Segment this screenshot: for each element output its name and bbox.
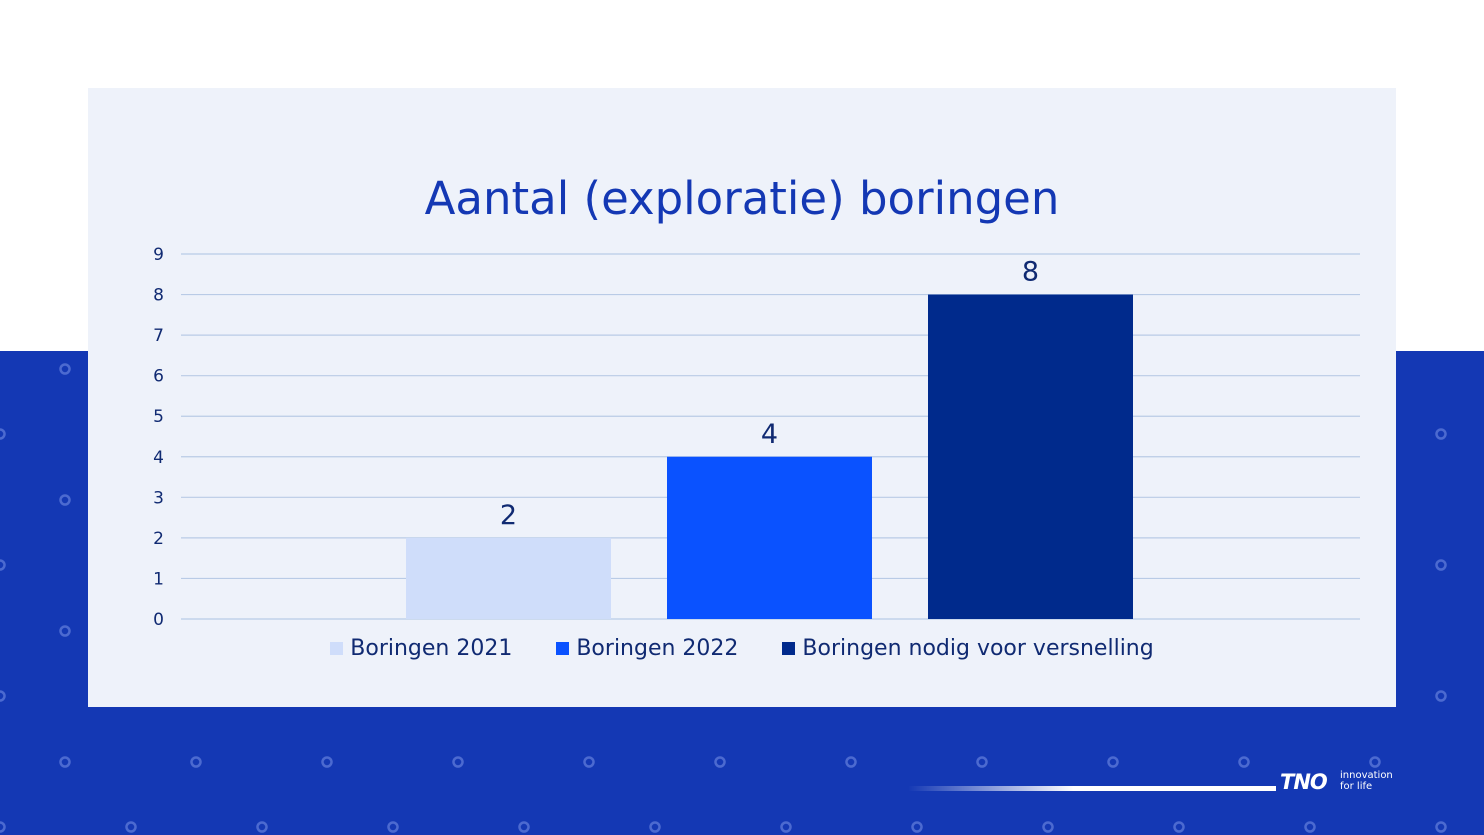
bar <box>406 537 611 619</box>
pattern-dot <box>0 690 6 702</box>
y-tick-label: 6 <box>153 367 164 387</box>
logo-tagline-line-2: for life <box>1340 781 1373 792</box>
legend-item: Boringen nodig voor versnelling <box>782 636 1154 661</box>
legend-label: Boringen 2022 <box>576 636 739 661</box>
pattern-dot <box>452 756 464 768</box>
pattern-dot <box>1173 821 1185 833</box>
pattern-dot <box>0 428 6 440</box>
y-tick-label: 1 <box>153 569 164 589</box>
data-label: 2 <box>500 500 517 531</box>
y-tick-label: 8 <box>153 286 164 306</box>
data-label: 4 <box>761 419 778 450</box>
bar <box>667 456 872 619</box>
legend-swatch <box>330 642 344 655</box>
logo-tagline: innovation for life <box>1340 770 1393 792</box>
chart-legend: Boringen 2021 Boringen 2022 Boringen nod… <box>0 636 1484 661</box>
pattern-dot <box>845 756 857 768</box>
legend-swatch <box>556 642 570 655</box>
legend-item: Boringen 2022 <box>556 636 738 661</box>
legend-label: Boringen nodig voor versnelling <box>802 636 1154 661</box>
pattern-dot <box>911 821 923 833</box>
y-tick-label: 3 <box>153 488 164 508</box>
pattern-dot <box>714 756 726 768</box>
pattern-dot <box>649 821 661 833</box>
pattern-dot <box>125 821 137 833</box>
pattern-dot <box>387 821 399 833</box>
pattern-dot <box>976 756 988 768</box>
pattern-dot <box>0 559 6 571</box>
logo-swoosh-line <box>908 786 1276 791</box>
pattern-dot <box>59 756 71 768</box>
pattern-dot <box>1435 821 1447 833</box>
logo-wordmark: TNO <box>1280 770 1328 794</box>
y-tick-label: 9 <box>153 245 164 265</box>
y-tick-label: 7 <box>153 326 164 346</box>
logo-tagline-line-1: innovation <box>1340 770 1393 781</box>
pattern-dot <box>1435 559 1447 571</box>
pattern-dot <box>583 756 595 768</box>
pattern-dot <box>518 821 530 833</box>
pattern-dot <box>1304 821 1316 833</box>
pattern-dot <box>1042 821 1054 833</box>
pattern-dot <box>1435 428 1447 440</box>
y-tick-label: 5 <box>153 407 164 427</box>
legend-label: Boringen 2021 <box>350 636 513 661</box>
legend-swatch <box>782 642 796 655</box>
tno-logo: TNO innovation for life <box>908 768 1398 800</box>
pattern-dot <box>1435 690 1447 702</box>
y-tick-label: 2 <box>153 529 164 549</box>
pattern-dot <box>59 363 71 375</box>
pattern-dot <box>190 756 202 768</box>
y-tick-label: 0 <box>153 610 164 630</box>
pattern-dot <box>59 625 71 637</box>
pattern-dot <box>1369 756 1381 768</box>
chart-title: Aantal (exploratie) boringen <box>424 172 1060 225</box>
pattern-dot <box>1238 756 1250 768</box>
pattern-dot <box>59 494 71 506</box>
data-label: 8 <box>1022 257 1039 288</box>
y-tick-label: 4 <box>153 448 164 468</box>
pattern-dot <box>321 756 333 768</box>
pattern-dot <box>1107 756 1119 768</box>
pattern-dot <box>256 821 268 833</box>
legend-item: Boringen 2021 <box>330 636 512 661</box>
bar <box>928 294 1133 619</box>
pattern-dot <box>0 821 6 833</box>
pattern-dot <box>780 821 792 833</box>
